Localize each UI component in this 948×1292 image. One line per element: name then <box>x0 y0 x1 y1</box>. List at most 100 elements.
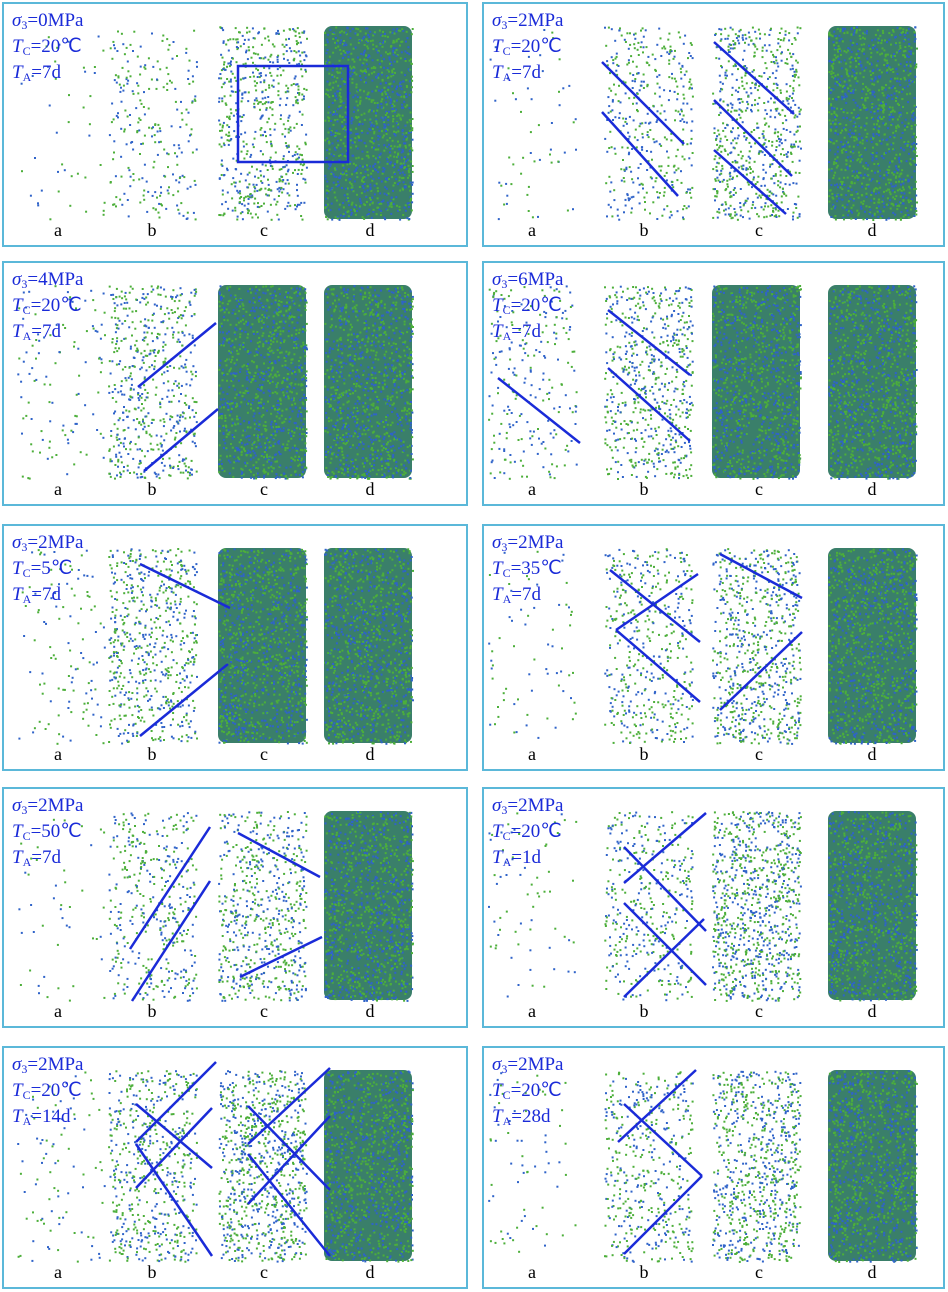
particle <box>153 368 156 371</box>
particle <box>885 59 888 62</box>
particle <box>154 473 157 475</box>
particle <box>113 140 116 143</box>
particle <box>898 27 901 30</box>
particle <box>411 181 414 184</box>
particle <box>904 49 907 52</box>
particle <box>832 72 835 74</box>
particle <box>127 166 130 169</box>
particle <box>160 444 163 446</box>
particle <box>772 55 775 58</box>
particle <box>856 80 859 83</box>
particle <box>267 117 270 120</box>
particle <box>182 214 185 217</box>
particle <box>37 333 40 336</box>
particle <box>121 322 124 325</box>
particle <box>151 135 153 138</box>
particle <box>156 78 158 81</box>
particle <box>28 477 31 480</box>
particle <box>874 76 877 79</box>
particle <box>363 142 366 145</box>
particle <box>336 215 339 218</box>
particle <box>870 78 873 81</box>
particle <box>637 166 640 169</box>
particle <box>299 299 302 302</box>
particle <box>261 181 264 184</box>
particle <box>334 135 337 138</box>
particle <box>394 71 396 74</box>
particle <box>257 53 260 56</box>
particle <box>657 196 659 199</box>
particle <box>222 214 225 217</box>
particle <box>880 108 883 111</box>
particle <box>848 48 851 51</box>
particle <box>399 144 402 147</box>
particle <box>883 103 886 106</box>
particle <box>163 288 166 291</box>
particle <box>835 162 838 165</box>
particle <box>273 128 276 131</box>
particle <box>302 177 305 180</box>
particle <box>837 50 839 53</box>
particle <box>100 358 103 361</box>
particle <box>909 50 912 53</box>
particle <box>388 205 391 208</box>
particle <box>122 411 125 414</box>
particle <box>260 127 263 129</box>
particle <box>271 114 274 117</box>
particle <box>371 146 374 149</box>
particle <box>173 438 176 441</box>
particle <box>129 285 132 288</box>
particle <box>683 205 686 207</box>
particle <box>658 143 661 146</box>
particle <box>652 138 655 141</box>
particle <box>912 52 915 55</box>
particle <box>874 33 877 36</box>
particle <box>606 60 609 63</box>
particle <box>853 182 856 185</box>
particle <box>872 68 875 71</box>
particle <box>225 43 228 46</box>
particle <box>230 90 233 93</box>
particle <box>796 61 799 64</box>
particle <box>336 90 339 93</box>
particle <box>737 90 740 93</box>
particle <box>891 185 894 188</box>
particle <box>172 394 175 397</box>
particle <box>248 183 251 186</box>
particle <box>410 209 413 212</box>
particle <box>877 116 880 119</box>
particle <box>673 77 676 80</box>
particle <box>913 215 916 217</box>
particle <box>292 59 295 62</box>
particle <box>259 150 262 153</box>
particle <box>864 148 867 151</box>
particle <box>608 87 611 90</box>
particle <box>866 132 869 135</box>
particle <box>410 160 413 163</box>
particle <box>830 139 833 142</box>
particle <box>285 103 288 106</box>
particle <box>772 61 775 63</box>
crack-line <box>713 149 787 215</box>
particle <box>670 50 673 53</box>
particle <box>838 83 840 86</box>
particle <box>327 116 330 119</box>
particle <box>104 334 106 337</box>
particle <box>836 164 839 167</box>
particle <box>889 113 892 116</box>
particle <box>854 176 857 179</box>
particle <box>326 192 329 195</box>
particle <box>359 197 361 200</box>
particle <box>864 98 867 101</box>
particle <box>268 86 271 89</box>
particle <box>880 116 883 119</box>
particle <box>176 108 179 111</box>
particle <box>171 297 174 300</box>
particle <box>691 186 694 189</box>
particle <box>194 288 197 291</box>
particle <box>750 39 753 42</box>
particle <box>135 298 138 301</box>
particle <box>507 67 510 70</box>
particle <box>395 55 398 58</box>
particle <box>877 109 880 112</box>
